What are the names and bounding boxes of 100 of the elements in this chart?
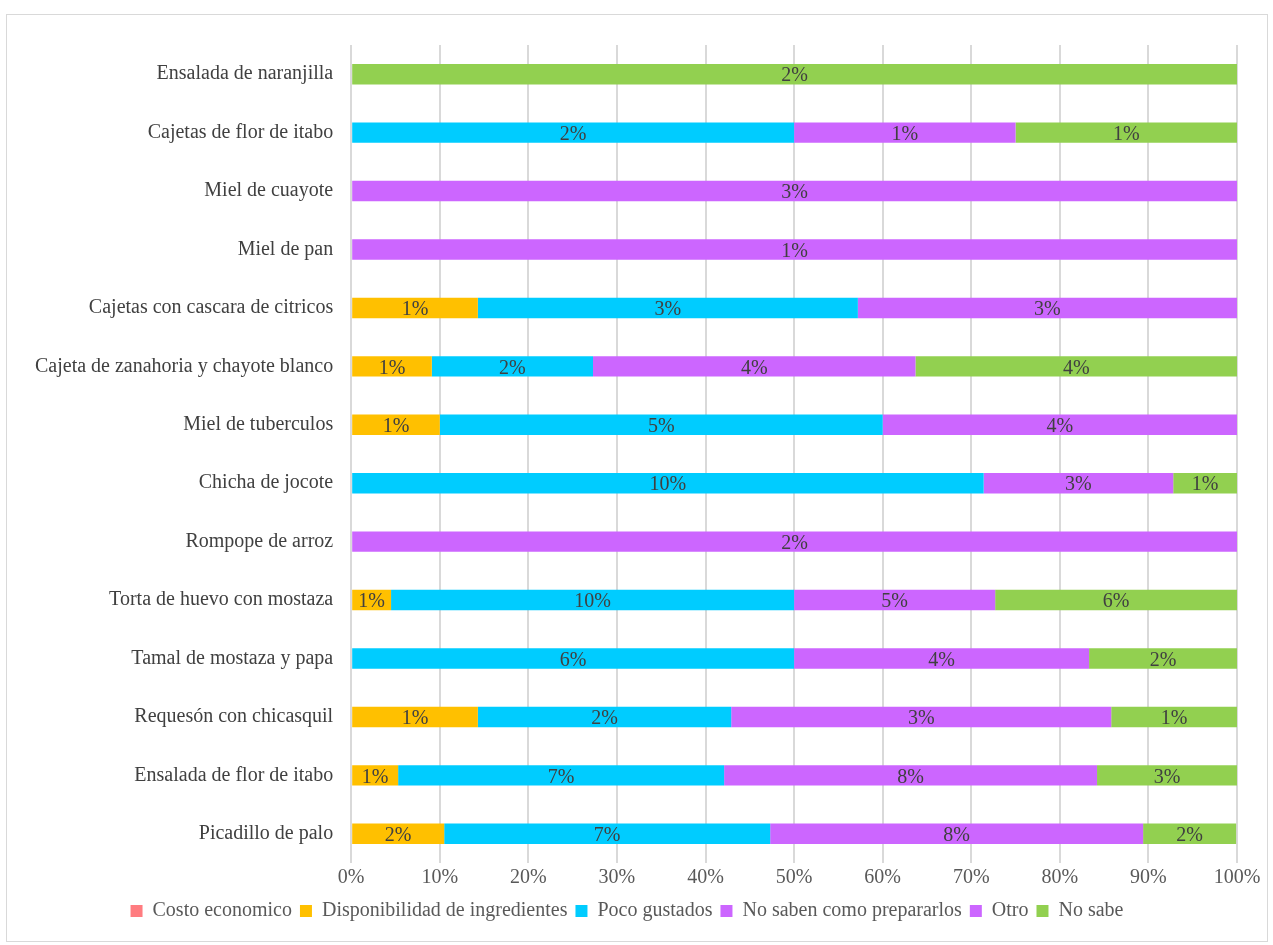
bar <box>477 297 858 319</box>
bar <box>593 356 916 377</box>
x-tick-label: 10% <box>421 865 459 888</box>
annotation: 1% <box>358 589 385 612</box>
bar <box>724 765 1098 786</box>
annotation: 2% <box>781 63 808 86</box>
x-tick-label: 50% <box>775 865 813 888</box>
bar <box>431 356 594 377</box>
y-tick-label: Miel de tuberculos <box>183 412 334 435</box>
bar <box>352 472 984 494</box>
annotation: 1% <box>382 414 410 437</box>
bar <box>439 414 883 436</box>
annotation: 8% <box>897 764 924 787</box>
annotation: 1% <box>1191 472 1219 495</box>
y-tick-label: Rompope de arroz <box>185 528 334 552</box>
x-tick-label: 20% <box>510 865 547 888</box>
bar <box>1111 706 1237 728</box>
annotation: 7% <box>593 823 621 846</box>
bar <box>477 706 732 728</box>
y-tick-label: Cajetas con cascara de citricos <box>88 295 334 319</box>
bar <box>352 356 432 377</box>
bar <box>915 356 1237 377</box>
bar <box>352 531 1237 552</box>
annotation: 4% <box>1062 355 1090 378</box>
y-tick-label: Miel de pan <box>237 236 334 260</box>
annotation: 3% <box>907 706 935 729</box>
legend-label: No saben como prepararlos <box>742 898 963 922</box>
legend-label: Poco gustados <box>597 898 713 922</box>
y-tick-label: Cajetas de flor de itabo <box>147 119 334 143</box>
y-tick-label: Picadillo de palo <box>198 821 334 845</box>
annotation: 3% <box>1153 764 1181 787</box>
y-tick-label: Requesón con chicasquil <box>134 704 334 728</box>
annotation: 1% <box>361 764 389 787</box>
annotation: 6% <box>1102 589 1130 612</box>
annotation: 1% <box>781 238 808 261</box>
bar <box>352 122 795 143</box>
annotation: 6% <box>559 647 587 670</box>
annotation: 3% <box>654 297 682 320</box>
y-tick-label: Ensalada de flor de itabo <box>134 762 334 785</box>
annotation: 2% <box>499 355 526 378</box>
bar <box>352 63 1237 85</box>
bar <box>794 589 996 611</box>
legend-label: No sabe <box>1058 898 1124 921</box>
legend-label: Disponibilidad de ingredientes <box>321 898 568 922</box>
bar <box>983 472 1174 494</box>
annotation: 2% <box>1176 823 1203 846</box>
y-tick-label: Ensalada de naranjilla <box>156 61 334 85</box>
x-tick-label: 80% <box>1041 865 1079 888</box>
annotation: 2% <box>384 823 412 846</box>
y-tick-label: Cajeta de zanahoria y chayote blanco <box>35 353 334 377</box>
bar <box>995 589 1237 611</box>
x-tick-label: 100% <box>1213 865 1261 888</box>
x-tick-label: 0% <box>337 865 365 888</box>
annotation: 2% <box>1149 647 1177 670</box>
annotation: 4% <box>1046 414 1074 437</box>
x-tick-label: 40% <box>687 865 724 888</box>
bar <box>391 589 795 611</box>
x-tick-label: 90% <box>1130 865 1167 888</box>
annotation: 5% <box>647 414 675 437</box>
bar <box>1015 122 1237 143</box>
annotation: 3% <box>1034 297 1061 320</box>
bar <box>352 648 795 669</box>
annotation: 2% <box>559 121 587 144</box>
bar <box>1097 765 1237 786</box>
bar <box>398 765 725 786</box>
annotation: 10% <box>649 472 687 495</box>
legend-label: Costo economico <box>152 898 292 921</box>
annotation: 1% <box>891 121 919 144</box>
annotation: 3% <box>1065 472 1092 495</box>
annotation: 10% <box>574 589 611 612</box>
x-tick-label: 70% <box>952 865 990 888</box>
y-tick-label: Miel de cuayote <box>204 178 334 202</box>
bar <box>770 823 1144 845</box>
x-tick-label: 30% <box>598 865 636 888</box>
bar <box>731 706 1112 728</box>
bar <box>444 823 771 845</box>
annotation: 4% <box>928 647 955 670</box>
y-tick-label: Torta de huevo con mostaza <box>109 587 334 610</box>
annotation: 2% <box>781 530 808 553</box>
annotation: 3% <box>781 180 808 203</box>
annotation: 1% <box>401 297 429 320</box>
y-tick-label: Tamal de mostaza y papa <box>131 645 334 669</box>
annotation: 1% <box>401 706 429 729</box>
annotation: 1% <box>1112 121 1140 144</box>
x-tick-label: 60% <box>864 865 902 888</box>
bar <box>794 122 1016 143</box>
bar <box>352 706 478 728</box>
bar <box>352 239 1237 260</box>
annotation: 7% <box>547 764 575 787</box>
bar <box>352 297 478 319</box>
annotation: 4% <box>740 355 768 378</box>
bar <box>882 414 1237 436</box>
annotation: 2% <box>591 706 618 729</box>
bar <box>352 414 440 436</box>
bar <box>857 297 1237 319</box>
annotation: 5% <box>881 589 908 612</box>
legend-label: Otro <box>991 898 1029 921</box>
annotation: 1% <box>378 355 406 378</box>
bar <box>352 180 1237 202</box>
bar <box>794 648 1090 669</box>
